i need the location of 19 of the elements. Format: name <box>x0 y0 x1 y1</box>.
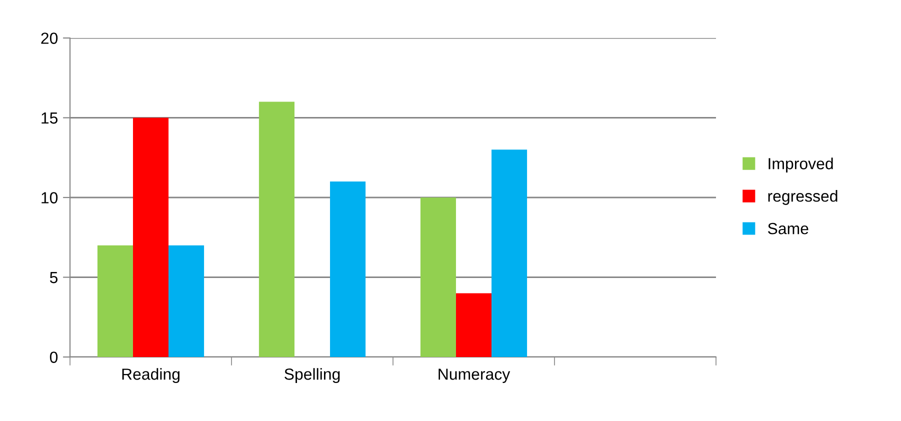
x-tick-label: Reading <box>122 368 180 383</box>
bar <box>132 118 169 357</box>
bar <box>258 102 294 357</box>
x-tick-label: Spelling <box>284 368 340 383</box>
legend-label: Same <box>768 222 808 234</box>
bar <box>492 150 528 357</box>
legend-label: regressed <box>768 190 838 205</box>
legend-label: Improved <box>768 158 833 172</box>
bar <box>168 245 204 357</box>
y-tick-label: 0 <box>50 352 58 363</box>
bar <box>456 293 492 357</box>
y-tick-label: 10 <box>42 192 58 204</box>
y-tick-label: 20 <box>41 32 58 44</box>
y-tick-label: 5 <box>50 272 58 284</box>
bar <box>97 245 133 357</box>
x-tick-label: Numeracy <box>438 368 510 383</box>
bar <box>330 182 366 357</box>
bar <box>420 198 456 357</box>
y-tick-label: 15 <box>42 112 58 124</box>
